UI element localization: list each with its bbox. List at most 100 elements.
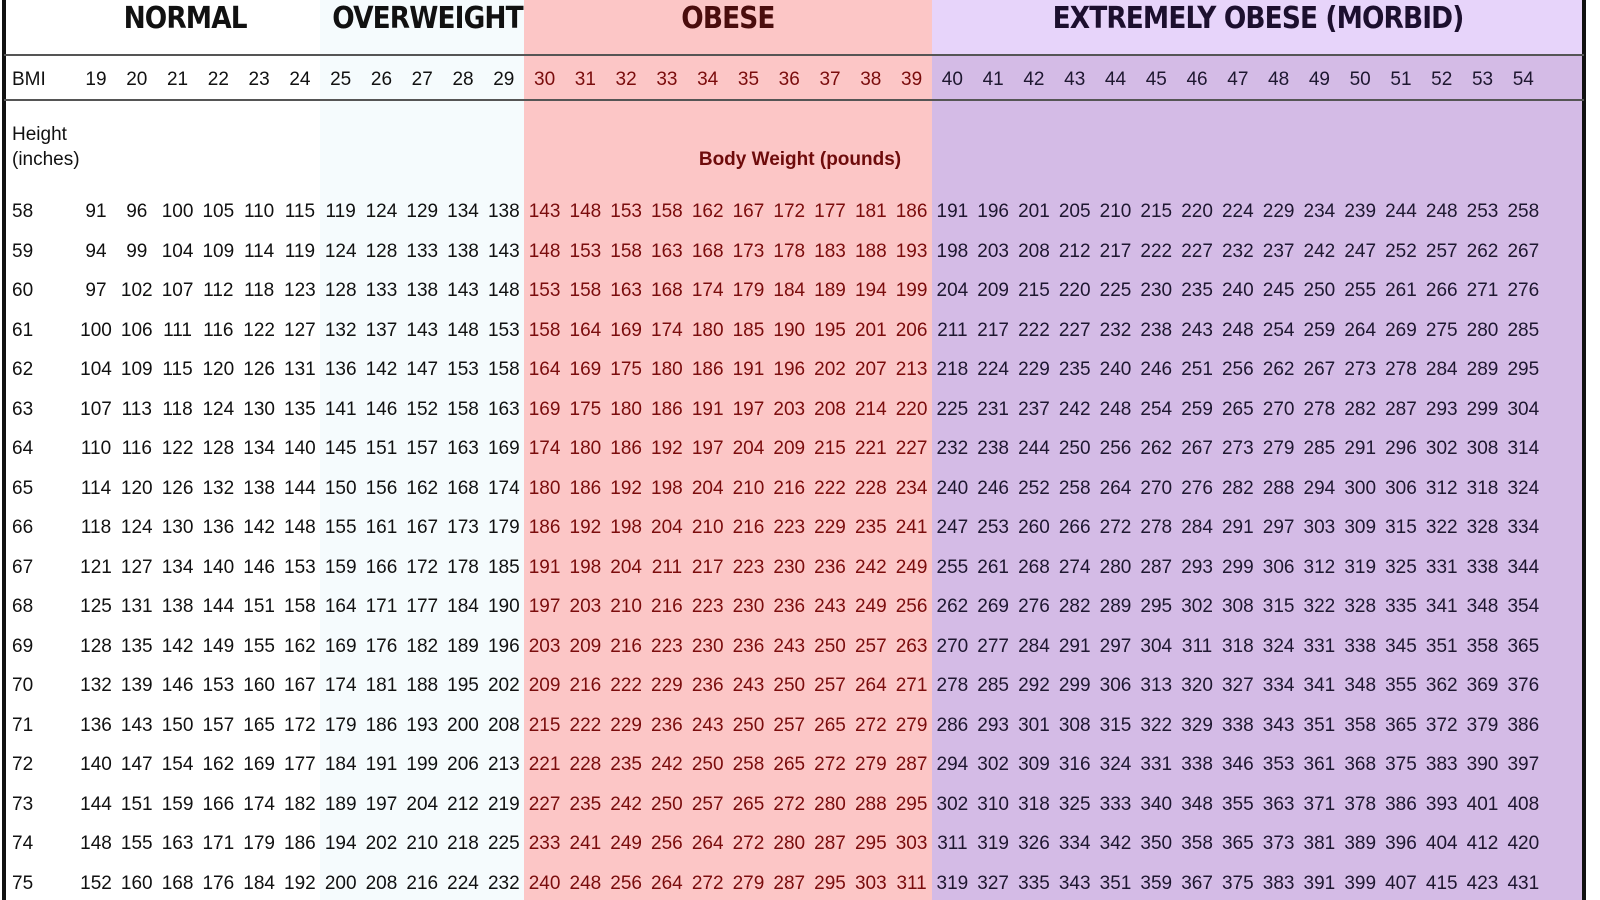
weight-cell: 176 — [365, 635, 398, 657]
weight-cell: 121 — [80, 556, 112, 578]
weight-cell: 138 — [487, 201, 520, 222]
weight-cell: 186 — [691, 359, 724, 380]
height-value: 71 — [12, 714, 34, 736]
weight-cell: 165 — [243, 714, 275, 736]
weight-cell: 386 — [1507, 714, 1540, 736]
weight-cell: 280 — [814, 793, 846, 815]
weight-cell: 162 — [406, 477, 439, 499]
weight-cell: 303 — [1303, 517, 1336, 538]
weight-cell: 373 — [1262, 833, 1295, 854]
weight-cell: 252 — [1385, 240, 1417, 262]
weight-cell: 324 — [1507, 477, 1540, 499]
weight-cell: 266 — [1058, 517, 1091, 538]
weight-cell: 227 — [895, 438, 928, 459]
height-value: 66 — [12, 517, 34, 538]
weight-cell: 263 — [895, 635, 928, 657]
weight-cell: 331 — [1425, 556, 1458, 578]
bmi-value: 36 — [778, 69, 800, 90]
weight-cell: 247 — [1344, 240, 1377, 262]
weight-cell: 355 — [1221, 793, 1254, 815]
weight-cell: 362 — [1425, 675, 1458, 696]
weight-cell: 262 — [1140, 438, 1173, 459]
weight-cell: 235 — [1181, 280, 1213, 301]
weight-cell: 243 — [814, 596, 846, 617]
weight-cell: 182 — [406, 635, 439, 657]
bmi-row-divider — [4, 99, 1584, 101]
weight-cell: 110 — [243, 201, 275, 222]
weight-cell: 348 — [1181, 793, 1213, 815]
weight-cell: 151 — [365, 438, 398, 459]
weight-cell: 236 — [773, 596, 806, 617]
weight-cell: 215 — [1018, 280, 1050, 301]
height-value: 70 — [12, 675, 34, 696]
weight-cell: 262 — [1466, 240, 1499, 262]
weight-cell: 300 — [1344, 477, 1377, 499]
weight-cell: 278 — [1140, 517, 1173, 538]
weight-cell: 223 — [691, 596, 724, 617]
weight-cell: 236 — [732, 635, 765, 657]
weight-cell: 94 — [85, 240, 107, 262]
weight-cell: 258 — [1507, 201, 1540, 222]
header-divider — [4, 54, 1584, 56]
weight-cell: 319 — [936, 872, 969, 894]
weight-cell: 128 — [80, 635, 112, 657]
weight-cell: 250 — [691, 754, 724, 775]
weight-cell: 146 — [365, 398, 398, 420]
weight-cell: 239 — [1344, 201, 1377, 222]
weight-cell: 256 — [651, 833, 683, 854]
bmi-value: 38 — [860, 69, 882, 90]
weight-cell: 369 — [1466, 675, 1499, 696]
weight-cell: 365 — [1385, 714, 1417, 736]
weight-cell: 153 — [528, 280, 561, 301]
weight-cell: 115 — [284, 201, 316, 222]
weight-cell: 171 — [202, 833, 235, 854]
weight-cell: 276 — [1018, 596, 1050, 617]
weight-cell: 304 — [1507, 398, 1540, 420]
weight-cell: 157 — [406, 438, 439, 459]
weight-cell: 351 — [1303, 714, 1336, 736]
weight-cell: 107 — [80, 398, 112, 420]
height-value: 58 — [12, 201, 34, 222]
weight-cell: 381 — [1303, 833, 1336, 854]
weight-cell: 396 — [1385, 833, 1417, 854]
weight-cell: 345 — [1385, 635, 1417, 657]
height-value: 65 — [12, 477, 34, 499]
weight-cell: 191 — [365, 754, 398, 775]
weight-cell: 261 — [977, 556, 1009, 578]
weight-cell: 164 — [569, 319, 602, 341]
height-value: 73 — [12, 793, 34, 815]
weight-cell: 169 — [487, 438, 520, 459]
height-label: Height (inches) — [12, 122, 102, 172]
weight-cell: 163 — [487, 398, 520, 420]
weight-cell: 213 — [487, 754, 520, 775]
weight-cell: 183 — [814, 240, 846, 262]
weight-cell: 248 — [1425, 201, 1458, 222]
weight-cell: 244 — [1018, 438, 1050, 459]
bmi-value: 49 — [1308, 69, 1330, 90]
weight-cell: 249 — [854, 596, 887, 617]
weight-cell: 118 — [80, 517, 112, 538]
weight-cell: 204 — [936, 280, 969, 301]
weight-cell: 288 — [1262, 477, 1295, 499]
weight-cell: 169 — [243, 754, 275, 775]
bmi-value: 24 — [289, 69, 311, 90]
bmi-value: 25 — [330, 69, 352, 90]
weight-cell: 131 — [120, 596, 153, 617]
weight-cell: 242 — [854, 556, 887, 578]
bmi-value: 42 — [1023, 69, 1045, 90]
weight-cell: 259 — [1181, 398, 1213, 420]
weight-cell: 232 — [1221, 240, 1254, 262]
weight-cell: 295 — [814, 872, 846, 894]
weight-cell: 358 — [1344, 714, 1377, 736]
weight-cell: 249 — [610, 833, 642, 854]
weight-cell: 284 — [1018, 635, 1050, 657]
weight-cell: 327 — [1221, 675, 1254, 696]
weight-cell: 174 — [691, 280, 724, 301]
weight-cell: 99 — [126, 240, 148, 262]
weight-cell: 110 — [80, 438, 112, 459]
weight-cell: 367 — [1181, 872, 1213, 894]
weight-cell: 228 — [854, 477, 887, 499]
weight-cell: 136 — [324, 359, 357, 380]
weight-cell: 287 — [814, 833, 846, 854]
weight-cell: 338 — [1181, 754, 1213, 775]
